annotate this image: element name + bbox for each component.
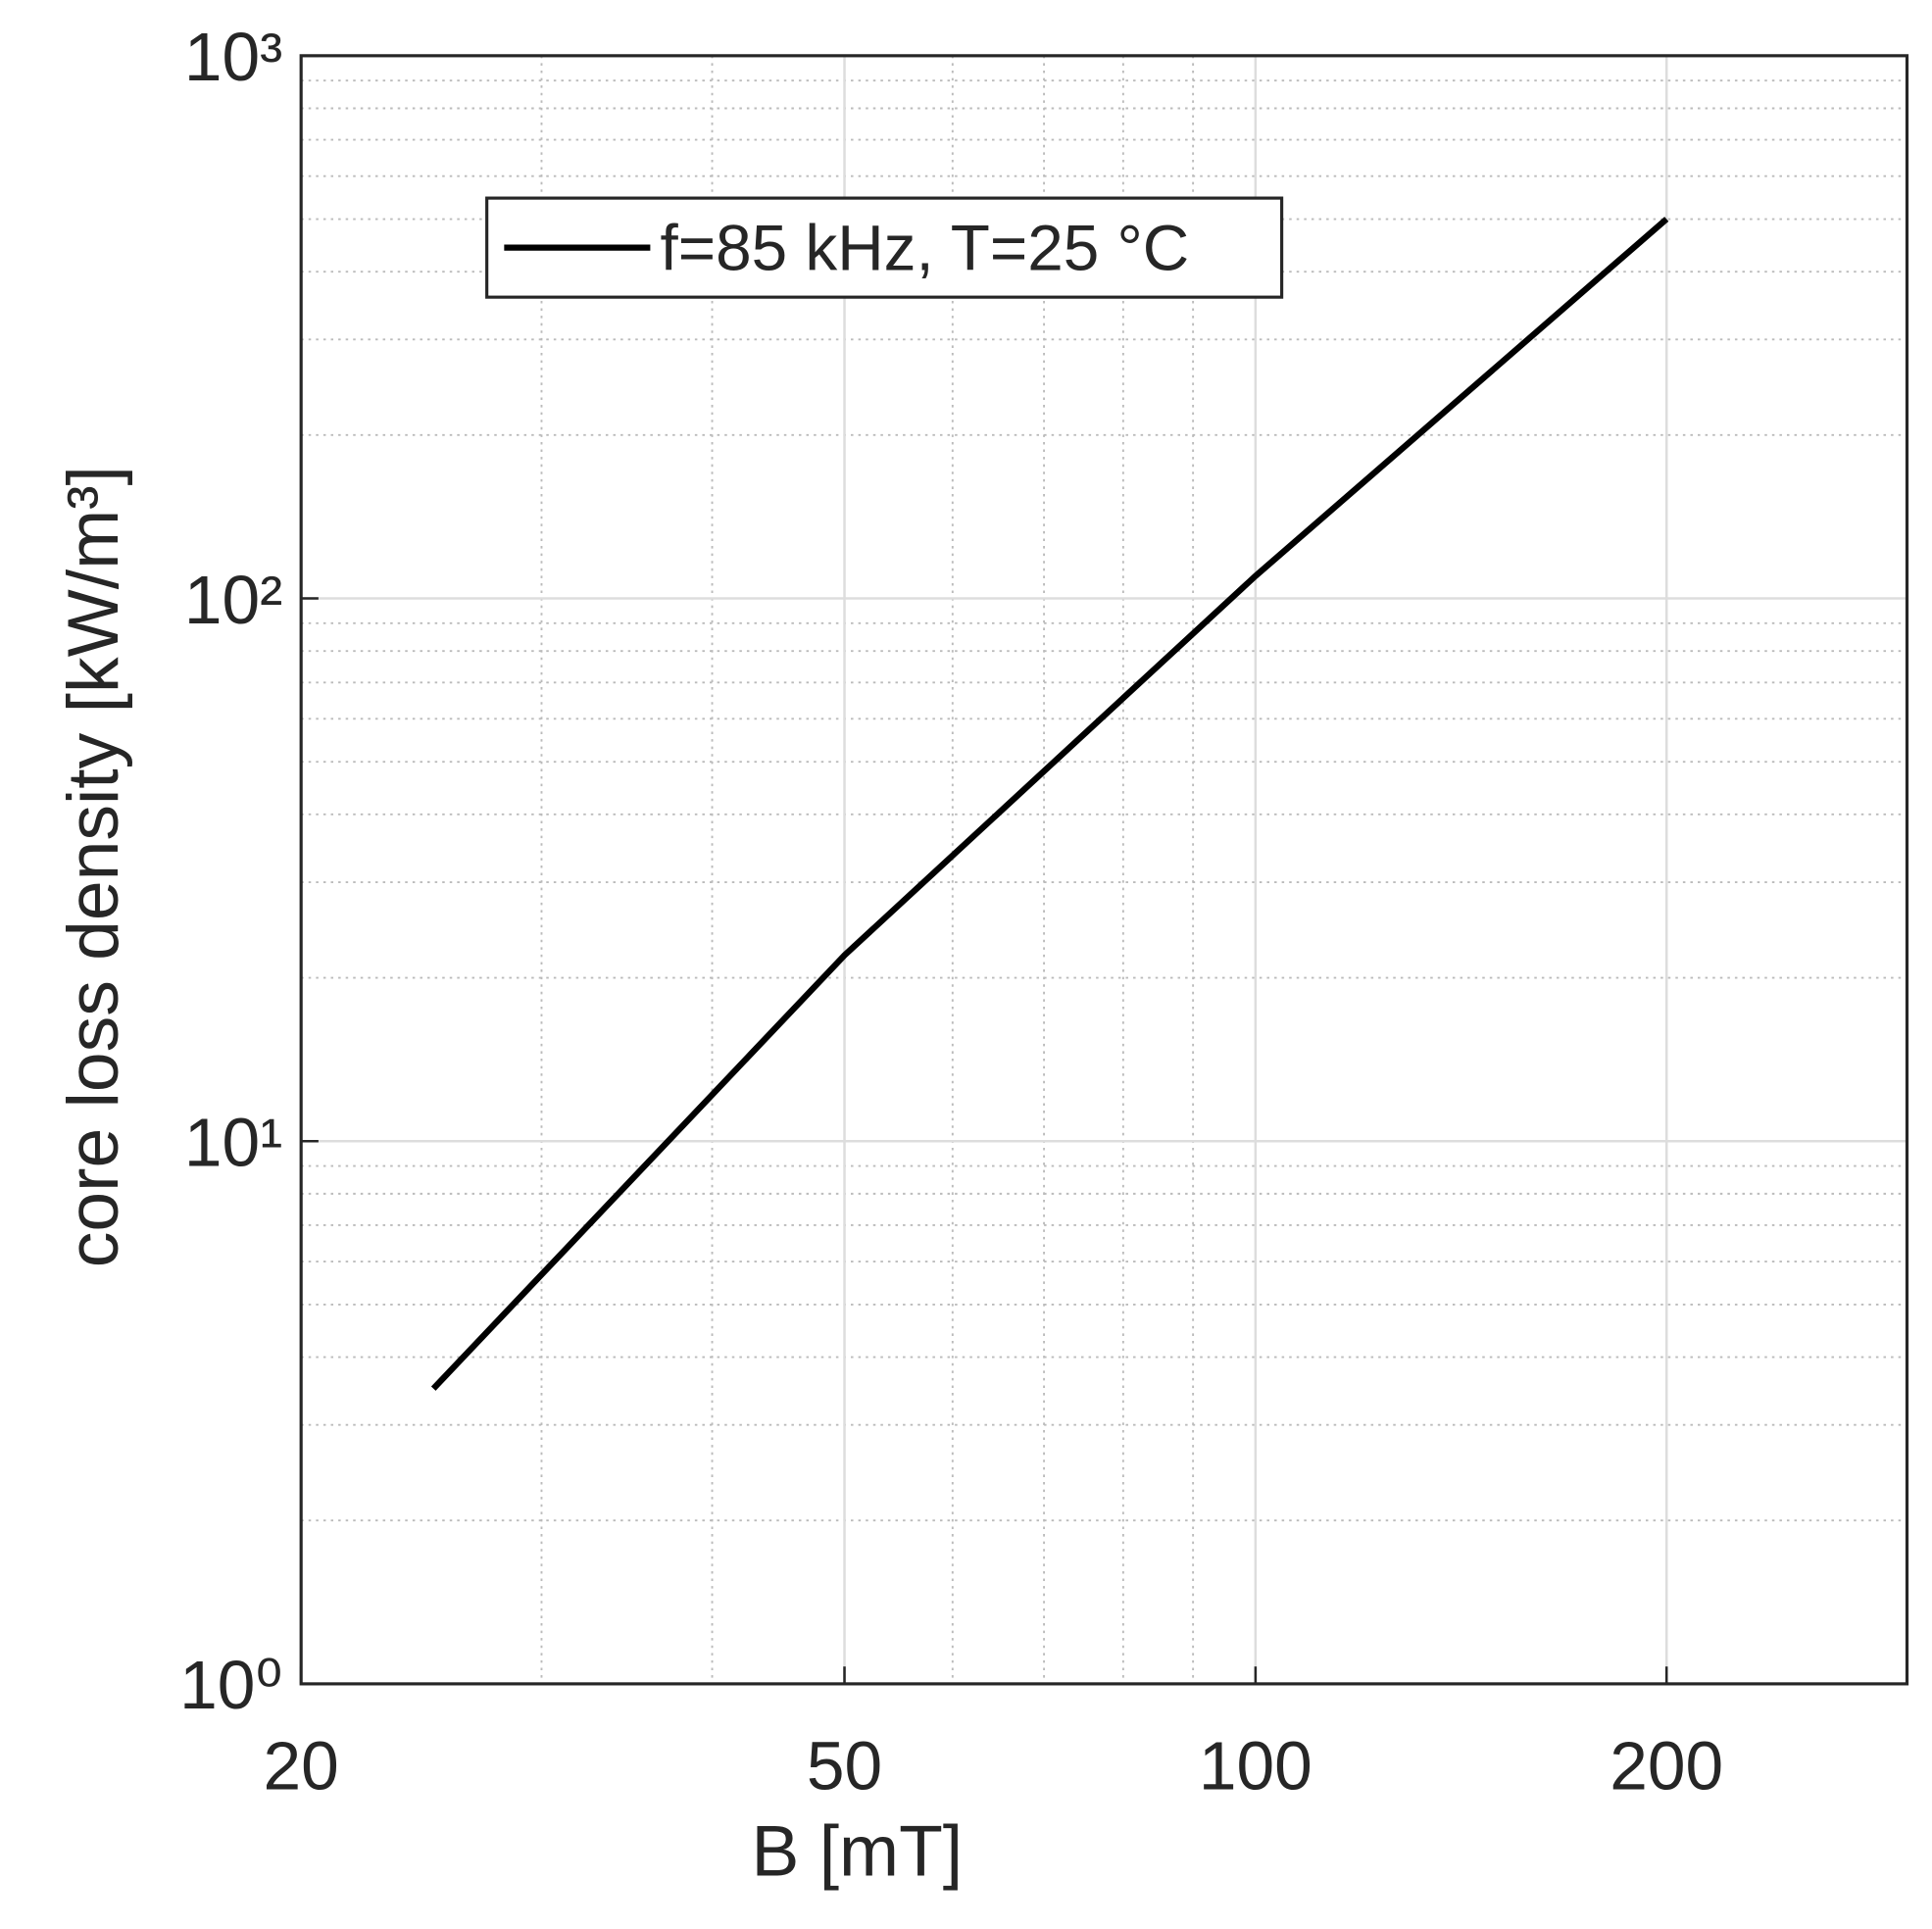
y-axis-label: core loss density [kW/m³] — [53, 466, 133, 1267]
y-tick-label: 10³ — [184, 19, 282, 95]
line — [430, 217, 1669, 1391]
x-tick-label: 200 — [1610, 1727, 1723, 1804]
plot-area — [301, 55, 1907, 1684]
y-tick-label: 10⁰ — [179, 1647, 282, 1723]
y-tick-label: 10¹ — [184, 1104, 282, 1180]
x-tick-label: 50 — [807, 1727, 882, 1804]
x-tick-label: 20 — [264, 1727, 339, 1804]
x-axis-label: B [mT] — [751, 1811, 963, 1892]
axes-box — [299, 54, 1909, 1686]
legend-label: f=85 kHz, T=25 °C — [661, 212, 1190, 283]
x-tick-label: 100 — [1199, 1727, 1313, 1804]
y-tick-label: 10² — [184, 562, 282, 638]
